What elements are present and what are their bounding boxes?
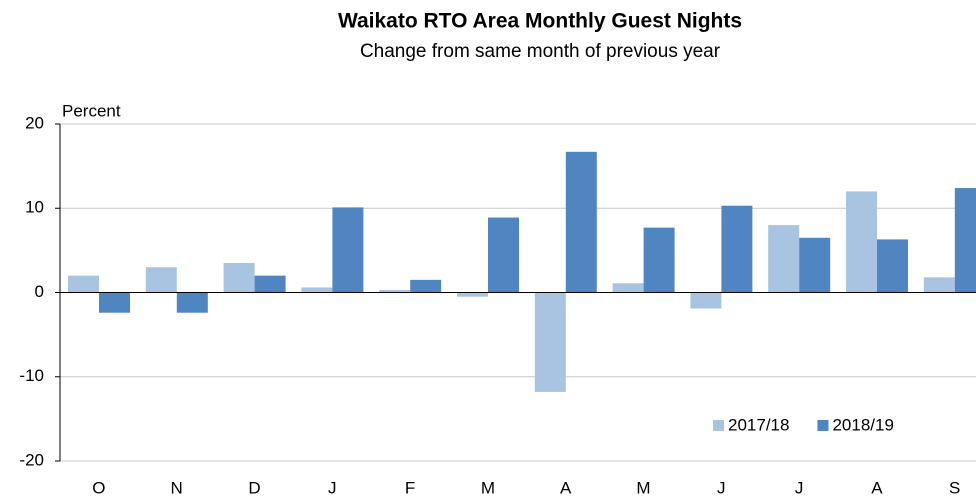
x-tick-label: J [717,478,726,497]
bar [379,289,411,293]
bar [301,287,333,293]
legend-swatch [817,420,829,431]
chart-title: Waikato RTO Area Monthly Guest Nights [338,10,742,33]
x-tick-label: N [171,478,183,497]
x-tick-label: F [405,478,415,497]
bar [99,292,130,313]
bar [923,277,955,293]
bar [690,292,722,309]
x-tick-label: S [949,478,960,497]
x-tick-label: A [871,478,883,497]
legend-swatch [713,420,724,431]
bar [145,267,177,293]
y-tick-label: 20 [25,113,44,132]
bar [565,151,597,293]
bar [954,188,976,293]
y-tick-label: -10 [19,366,44,385]
bar [68,275,99,293]
x-tick-label: A [560,478,572,497]
bar [877,239,908,293]
bar [768,225,800,293]
legend-label: 2017/18 [728,415,789,434]
x-tick-label: O [92,478,105,497]
x-tick-label: M [481,478,495,497]
bar [721,205,753,293]
x-tick-label: J [328,478,337,497]
chart-subtitle: Change from same month of previous year [360,41,721,62]
bar [410,279,442,293]
bar [457,292,488,297]
x-tick-label: M [636,478,650,497]
bar [488,217,519,293]
bar [534,292,566,392]
bar [846,191,877,293]
bar [223,263,255,293]
bar [643,227,675,293]
y-axis-label: Percent [62,101,121,120]
y-tick-label: 10 [25,198,44,217]
x-tick-label: J [795,478,804,497]
bar [332,207,364,293]
bar [176,292,208,313]
y-tick-label: -20 [19,450,44,469]
legend-label: 2018/19 [832,415,893,434]
x-tick-label: D [248,478,260,497]
bar [799,237,831,293]
bar [612,283,644,293]
bar [254,275,286,293]
y-tick-label: 0 [35,282,44,301]
